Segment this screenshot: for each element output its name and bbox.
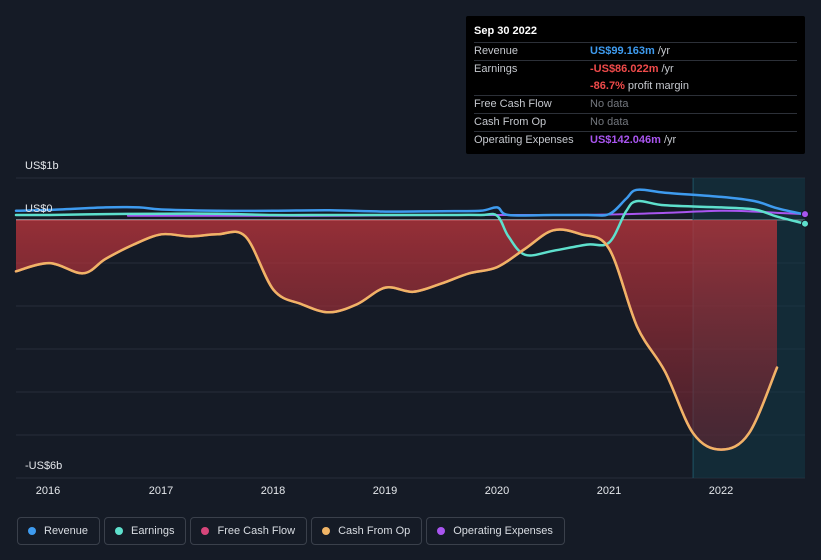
tooltip-unit: /yr	[663, 134, 677, 146]
tooltip-value: US$99.163m	[590, 45, 655, 57]
tooltip-row-earnings: Earnings -US$86.022m/yr	[474, 60, 797, 78]
tooltip-label: Free Cash Flow	[474, 98, 552, 110]
series-end-markers	[801, 210, 809, 228]
x-tick-label: 2017	[148, 485, 174, 497]
cash-from-op-line	[14, 228, 779, 451]
legend-label: Operating Expenses	[453, 525, 553, 537]
profit-margin-value: -86.7%	[590, 80, 625, 92]
legend-label: Earnings	[131, 525, 175, 537]
tooltip-label: Operating Expenses	[474, 134, 574, 146]
earnings-line	[14, 199, 807, 257]
tooltip-date: Sep 30 2022	[474, 25, 537, 37]
legend-item-operating-expenses[interactable]: Operating Expenses	[426, 517, 565, 545]
series-lines	[14, 188, 807, 451]
earnings-end-marker	[801, 219, 809, 228]
legend-item-cash-from-op[interactable]: Cash From Op	[311, 517, 423, 545]
legend-item-revenue[interactable]: Revenue	[17, 517, 101, 545]
x-tick-label: 2016	[35, 485, 61, 497]
legend-label: Free Cash Flow	[217, 525, 296, 537]
tooltip-row-opex: Operating Expenses US$142.046m/yr	[474, 131, 797, 149]
legend-dot-icon	[437, 527, 446, 535]
x-tick-label: 2019	[372, 485, 398, 497]
legend-dot-icon	[115, 527, 124, 535]
grid	[16, 177, 805, 479]
x-tick-label: 2018	[260, 485, 286, 497]
tooltip-unit: /yr	[657, 45, 671, 57]
tooltip-value: US$142.046m	[590, 134, 661, 146]
cashflow-area-fill	[16, 220, 777, 450]
legend-dot-icon	[201, 527, 210, 535]
x-tick-label: 2022	[708, 485, 734, 497]
chart-legend: Revenue Earnings Free Cash Flow Cash Fro…	[17, 517, 569, 545]
legend-label: Revenue	[44, 525, 89, 537]
tooltip-row-margin: -86.7% profit margin	[474, 78, 797, 95]
tooltip-unit: /yr	[661, 63, 674, 75]
tooltip-row-fcf: Free Cash Flow No data	[474, 95, 797, 113]
tooltip-label: Cash From Op	[474, 116, 547, 128]
tooltip-value: -US$86.022m	[590, 63, 659, 75]
legend-label: Cash From Op	[338, 525, 411, 537]
tooltip-row-revenue: Revenue US$99.163m/yr	[474, 42, 797, 60]
opex-end-marker	[801, 210, 809, 219]
legend-item-earnings[interactable]: Earnings	[104, 517, 187, 545]
profit-margin-label: profit margin	[627, 80, 689, 92]
tooltip-label: Revenue	[474, 45, 519, 57]
y-tick-label-bottom: -US$6b	[25, 460, 63, 472]
tooltip-label: Earnings	[474, 63, 518, 75]
tooltip-value: No data	[590, 116, 629, 128]
revenue-line	[14, 188, 807, 217]
x-tick-label: 2020	[484, 485, 510, 497]
x-tick-label: 2021	[596, 485, 622, 497]
tooltip-row-cfo: Cash From Op No data	[474, 113, 797, 131]
tooltip-value: No data	[590, 98, 629, 110]
data-tooltip: Sep 30 2022 Revenue US$99.163m/yr Earnin…	[466, 16, 805, 154]
cash-from-op-area	[16, 220, 777, 450]
y-tick-label-zero: US$0	[25, 203, 53, 215]
legend-item-free-cash-flow[interactable]: Free Cash Flow	[190, 517, 308, 545]
y-tick-label-top: US$1b	[25, 160, 59, 172]
legend-dot-icon	[322, 527, 331, 535]
legend-dot-icon	[28, 527, 36, 535]
